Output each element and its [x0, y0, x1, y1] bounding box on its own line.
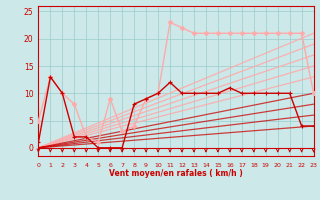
X-axis label: Vent moyen/en rafales ( km/h ): Vent moyen/en rafales ( km/h ): [109, 169, 243, 178]
